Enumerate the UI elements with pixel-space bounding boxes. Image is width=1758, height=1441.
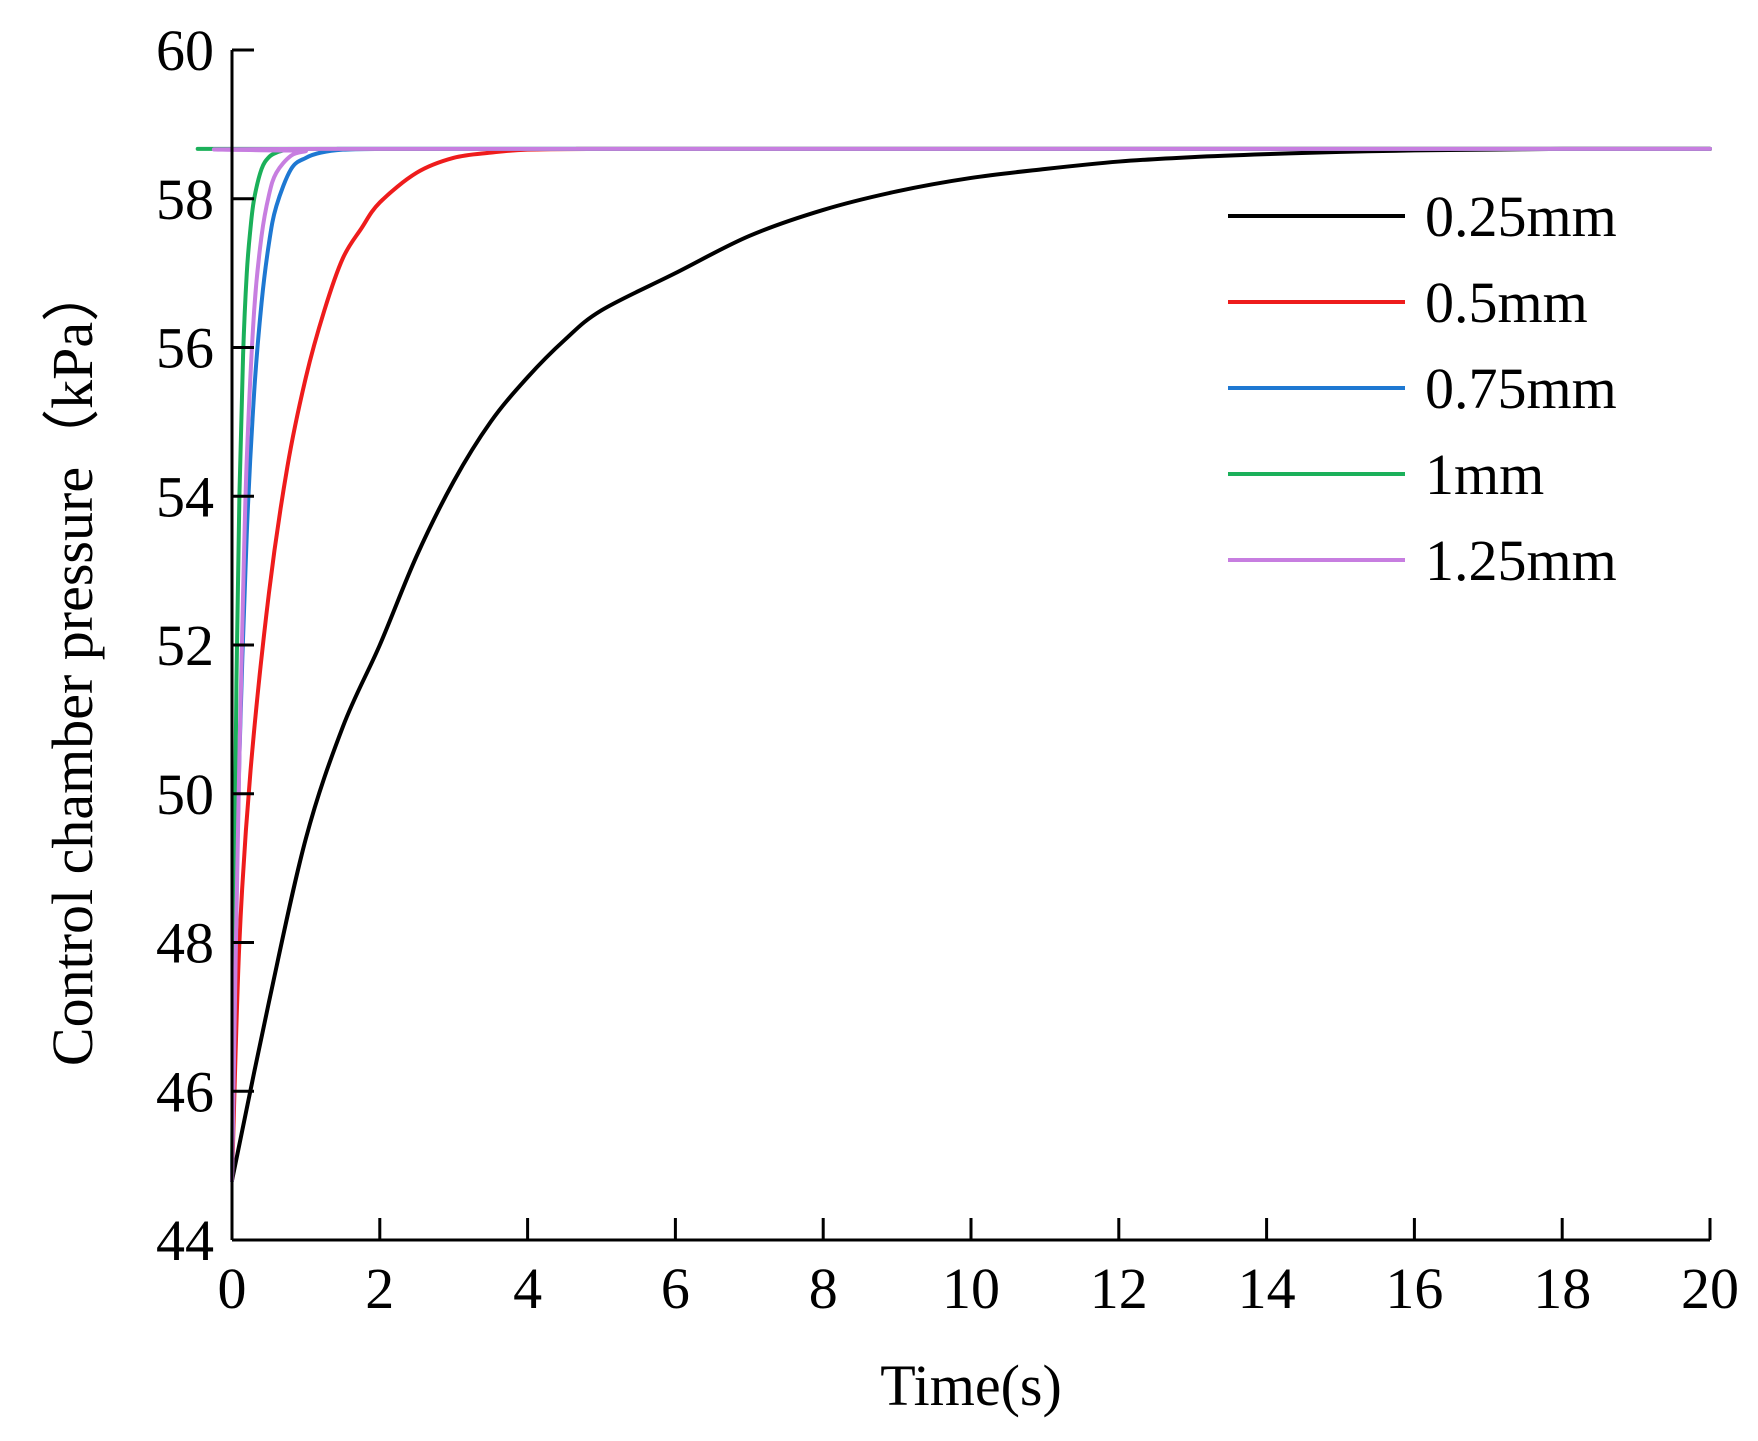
legend: 0.25mm 0.5mm 0.75mm 1mm 1.25mm bbox=[1228, 184, 1617, 593]
y-axis-title: Control chamber pressure（kPa） bbox=[40, 264, 105, 1066]
y-tick-label: 52 bbox=[156, 613, 214, 678]
y-tick-label: 60 bbox=[156, 18, 214, 83]
y-tick-label: 44 bbox=[156, 1208, 214, 1273]
x-tick-label: 18 bbox=[1533, 1256, 1591, 1321]
x-axis-title: Time(s) bbox=[880, 1353, 1062, 1418]
y-tick-label: 50 bbox=[156, 762, 214, 827]
x-tick-label: 20 bbox=[1681, 1256, 1739, 1321]
x-tick-label: 10 bbox=[942, 1256, 1000, 1321]
y-tick-label: 46 bbox=[156, 1059, 214, 1124]
y-ticks: 44 46 48 50 52 54 56 58 60 bbox=[156, 18, 254, 1273]
x-tick-label: 2 bbox=[365, 1256, 394, 1321]
y-tick-label: 54 bbox=[156, 464, 214, 529]
x-tick-label: 16 bbox=[1385, 1256, 1443, 1321]
legend-label-1.25mm: 1.25mm bbox=[1425, 528, 1617, 593]
x-tick-label: 6 bbox=[661, 1256, 690, 1321]
y-tick-label: 56 bbox=[156, 316, 214, 381]
x-tick-label: 8 bbox=[809, 1256, 838, 1321]
series-layer bbox=[195, 146, 1712, 1183]
legend-label-0.75mm: 0.75mm bbox=[1425, 356, 1617, 421]
x-tick-label: 0 bbox=[218, 1256, 247, 1321]
legend-label-1mm: 1mm bbox=[1425, 442, 1544, 507]
x-tick-label: 14 bbox=[1238, 1256, 1296, 1321]
x-ticks: 0 2 4 6 8 10 12 14 16 18 20 bbox=[218, 1218, 1739, 1321]
y-tick-label: 58 bbox=[156, 167, 214, 232]
y-tick-label: 48 bbox=[156, 911, 214, 976]
x-tick-label: 12 bbox=[1090, 1256, 1148, 1321]
legend-label-0.25mm: 0.25mm bbox=[1425, 184, 1617, 249]
plot-area bbox=[195, 146, 1712, 1183]
legend-label-0.5mm: 0.5mm bbox=[1425, 270, 1588, 335]
series-line-1.25mm bbox=[212, 146, 1712, 1183]
x-tick-label: 4 bbox=[513, 1256, 542, 1321]
